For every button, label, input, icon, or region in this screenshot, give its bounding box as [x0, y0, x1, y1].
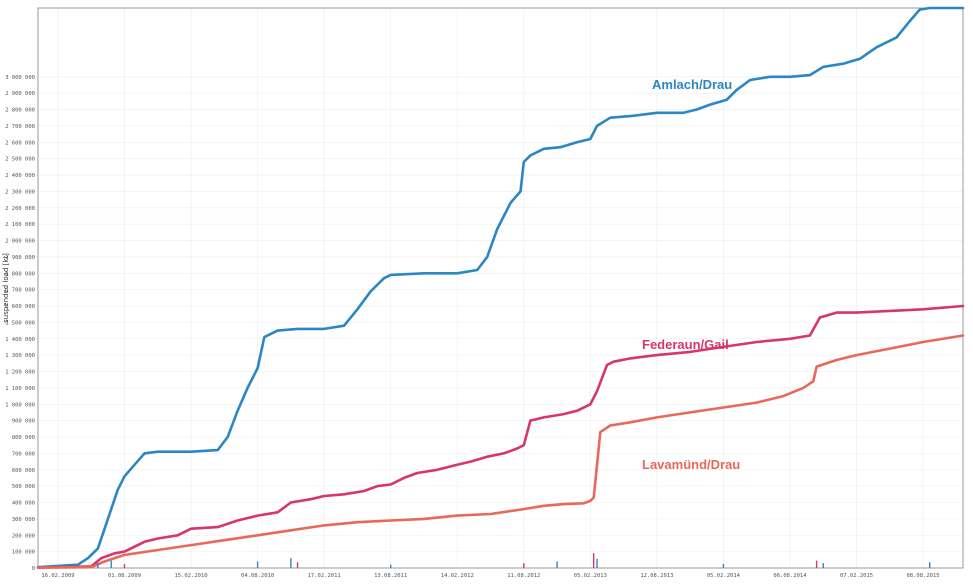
y-tick-label: 2 800 000	[5, 108, 35, 114]
x-tick-label: 06.08.2014	[773, 573, 807, 579]
x-tick-label: 01.08.2009	[108, 573, 141, 579]
x-tick-label: 05.02.2013	[574, 573, 607, 579]
y-tick-label: 1 800 000	[5, 271, 35, 277]
y-tick-label: 1 600 000	[5, 304, 35, 310]
y-axis-label: suspended load [kt]	[2, 253, 10, 323]
y-tick-label: 2 500 000	[5, 157, 35, 163]
y-tick-label: 2 300 000	[5, 189, 35, 195]
y-tick-label: 1 500 000	[5, 320, 35, 326]
y-tick-label: 900 000	[12, 419, 35, 425]
x-tick-label: 14.02.2012	[441, 573, 474, 579]
y-tick-label: 3 000 000	[5, 75, 35, 81]
y-tick-label: 1 000 000	[5, 402, 35, 408]
y-tick-label: 600 000	[12, 468, 35, 474]
series-label-lavamuend: Lavamünd/Drau	[642, 457, 740, 472]
y-tick-label: 1 200 000	[5, 370, 35, 376]
y-tick-label: 1 700 000	[5, 288, 35, 294]
y-tick-label: 2 400 000	[5, 173, 35, 179]
y-tick-labels: 0 100 000 200 000 300 000 400 000 500 000 600 …	[5, 75, 35, 572]
series-line-0	[36, 6, 965, 569]
y-tick-label: 2 600 000	[5, 140, 35, 146]
series-layer	[36, 6, 965, 569]
x-tick-label: 15.02.2010	[174, 573, 207, 579]
discharge-spikes	[97, 553, 931, 568]
x-tick-labels: 16.02.2009 01.08.2009 15.02.2010 04.08.2010…	[41, 573, 939, 579]
y-tick-label: 500 000	[12, 484, 35, 490]
y-tick-label: 2 100 000	[5, 222, 35, 228]
y-tick-label: 2 000 000	[5, 239, 35, 245]
x-tick-label: 07.02.2015	[840, 573, 873, 579]
y-tick-label: 1 300 000	[5, 353, 35, 359]
x-tick-label: 17.02.2011	[308, 573, 341, 579]
y-tick-label: 200 000	[12, 533, 35, 539]
plot-frame	[37, 7, 964, 569]
y-tick-label: 0	[32, 566, 35, 572]
axis-layer	[37, 7, 964, 569]
series-label-federaun: Federaun/Gail	[642, 337, 729, 352]
y-tick-label: 100 000	[12, 550, 35, 556]
x-tick-label: 08.08.2015	[907, 573, 940, 579]
y-tick-label: 1 400 000	[5, 337, 35, 343]
y-tick-label: 2 700 000	[5, 124, 35, 130]
series-line-1	[36, 304, 965, 569]
x-tick-label: 12.08.2013	[640, 573, 673, 579]
y-tick-label: 2 200 000	[5, 206, 35, 212]
y-tick-label: 1 100 000	[5, 386, 35, 392]
y-tick-label: 1 900 000	[5, 255, 35, 261]
grid-layer	[38, 8, 963, 569]
x-tick-label: 13.08.2011	[374, 573, 407, 579]
series-line-2	[36, 334, 965, 569]
y-tick-label: 800 000	[12, 435, 35, 441]
y-tick-label: 700 000	[12, 451, 35, 457]
x-tick-label: 05.02.2014	[707, 573, 741, 579]
x-tick-label: 04.08.2010	[241, 573, 274, 579]
x-tick-label: 11.08.2012	[507, 573, 540, 579]
x-tick-label: 16.02.2009	[41, 573, 74, 579]
y-tick-label: 300 000	[12, 517, 35, 523]
y-tick-label: 2 900 000	[5, 91, 35, 97]
series-label-amlach: Amlach/Drau	[652, 77, 732, 92]
y-tick-label: 400 000	[12, 501, 35, 507]
